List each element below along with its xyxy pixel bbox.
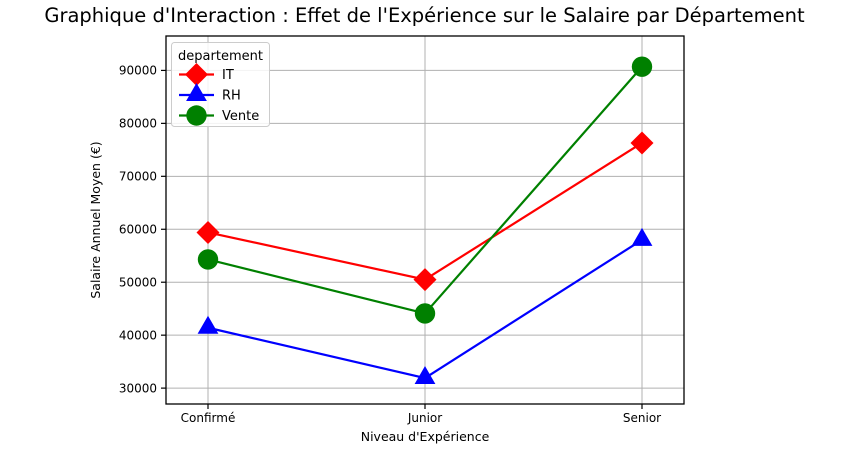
- y-tick-label: 30000: [119, 381, 157, 395]
- y-tick-label: 70000: [119, 170, 157, 184]
- x-tick-label: Junior: [407, 411, 442, 425]
- y-axis-label: Salaire Annuel Moyen (€): [88, 141, 103, 298]
- y-tick-label: 90000: [119, 64, 157, 78]
- data-marker-vente-2: [631, 56, 653, 77]
- data-marker-vente-1: [414, 303, 436, 324]
- legend-marker-it: [185, 63, 208, 86]
- data-marker-it-1: [413, 268, 437, 292]
- data-marker-rh-0: [197, 315, 219, 334]
- legend-item-label-it: IT: [222, 68, 234, 83]
- legend-title: departement: [178, 49, 263, 64]
- y-tick-label: 60000: [119, 222, 157, 236]
- data-marker-it-2: [630, 131, 654, 155]
- legend-item-label-vente: Vente: [222, 109, 259, 124]
- y-tick-label: 40000: [119, 328, 157, 342]
- legend-item-label-rh: RH: [222, 89, 241, 104]
- chart-title: Graphique d'Interaction : Effet de l'Exp…: [44, 4, 805, 27]
- y-tick-label: 50000: [119, 275, 157, 289]
- data-marker-rh-2: [631, 227, 653, 246]
- x-tick-label: Senior: [623, 411, 661, 425]
- legend-marker-vente: [186, 105, 207, 126]
- data-marker-vente-0: [197, 249, 219, 270]
- y-tick-label: 80000: [119, 117, 157, 131]
- x-axis-label: Niveau d'Expérience: [361, 429, 490, 444]
- legend-marker-rh: [186, 83, 207, 101]
- data-marker-it-0: [196, 220, 220, 244]
- x-tick-label: Confirmé: [181, 411, 236, 425]
- data-marker-rh-1: [414, 366, 436, 385]
